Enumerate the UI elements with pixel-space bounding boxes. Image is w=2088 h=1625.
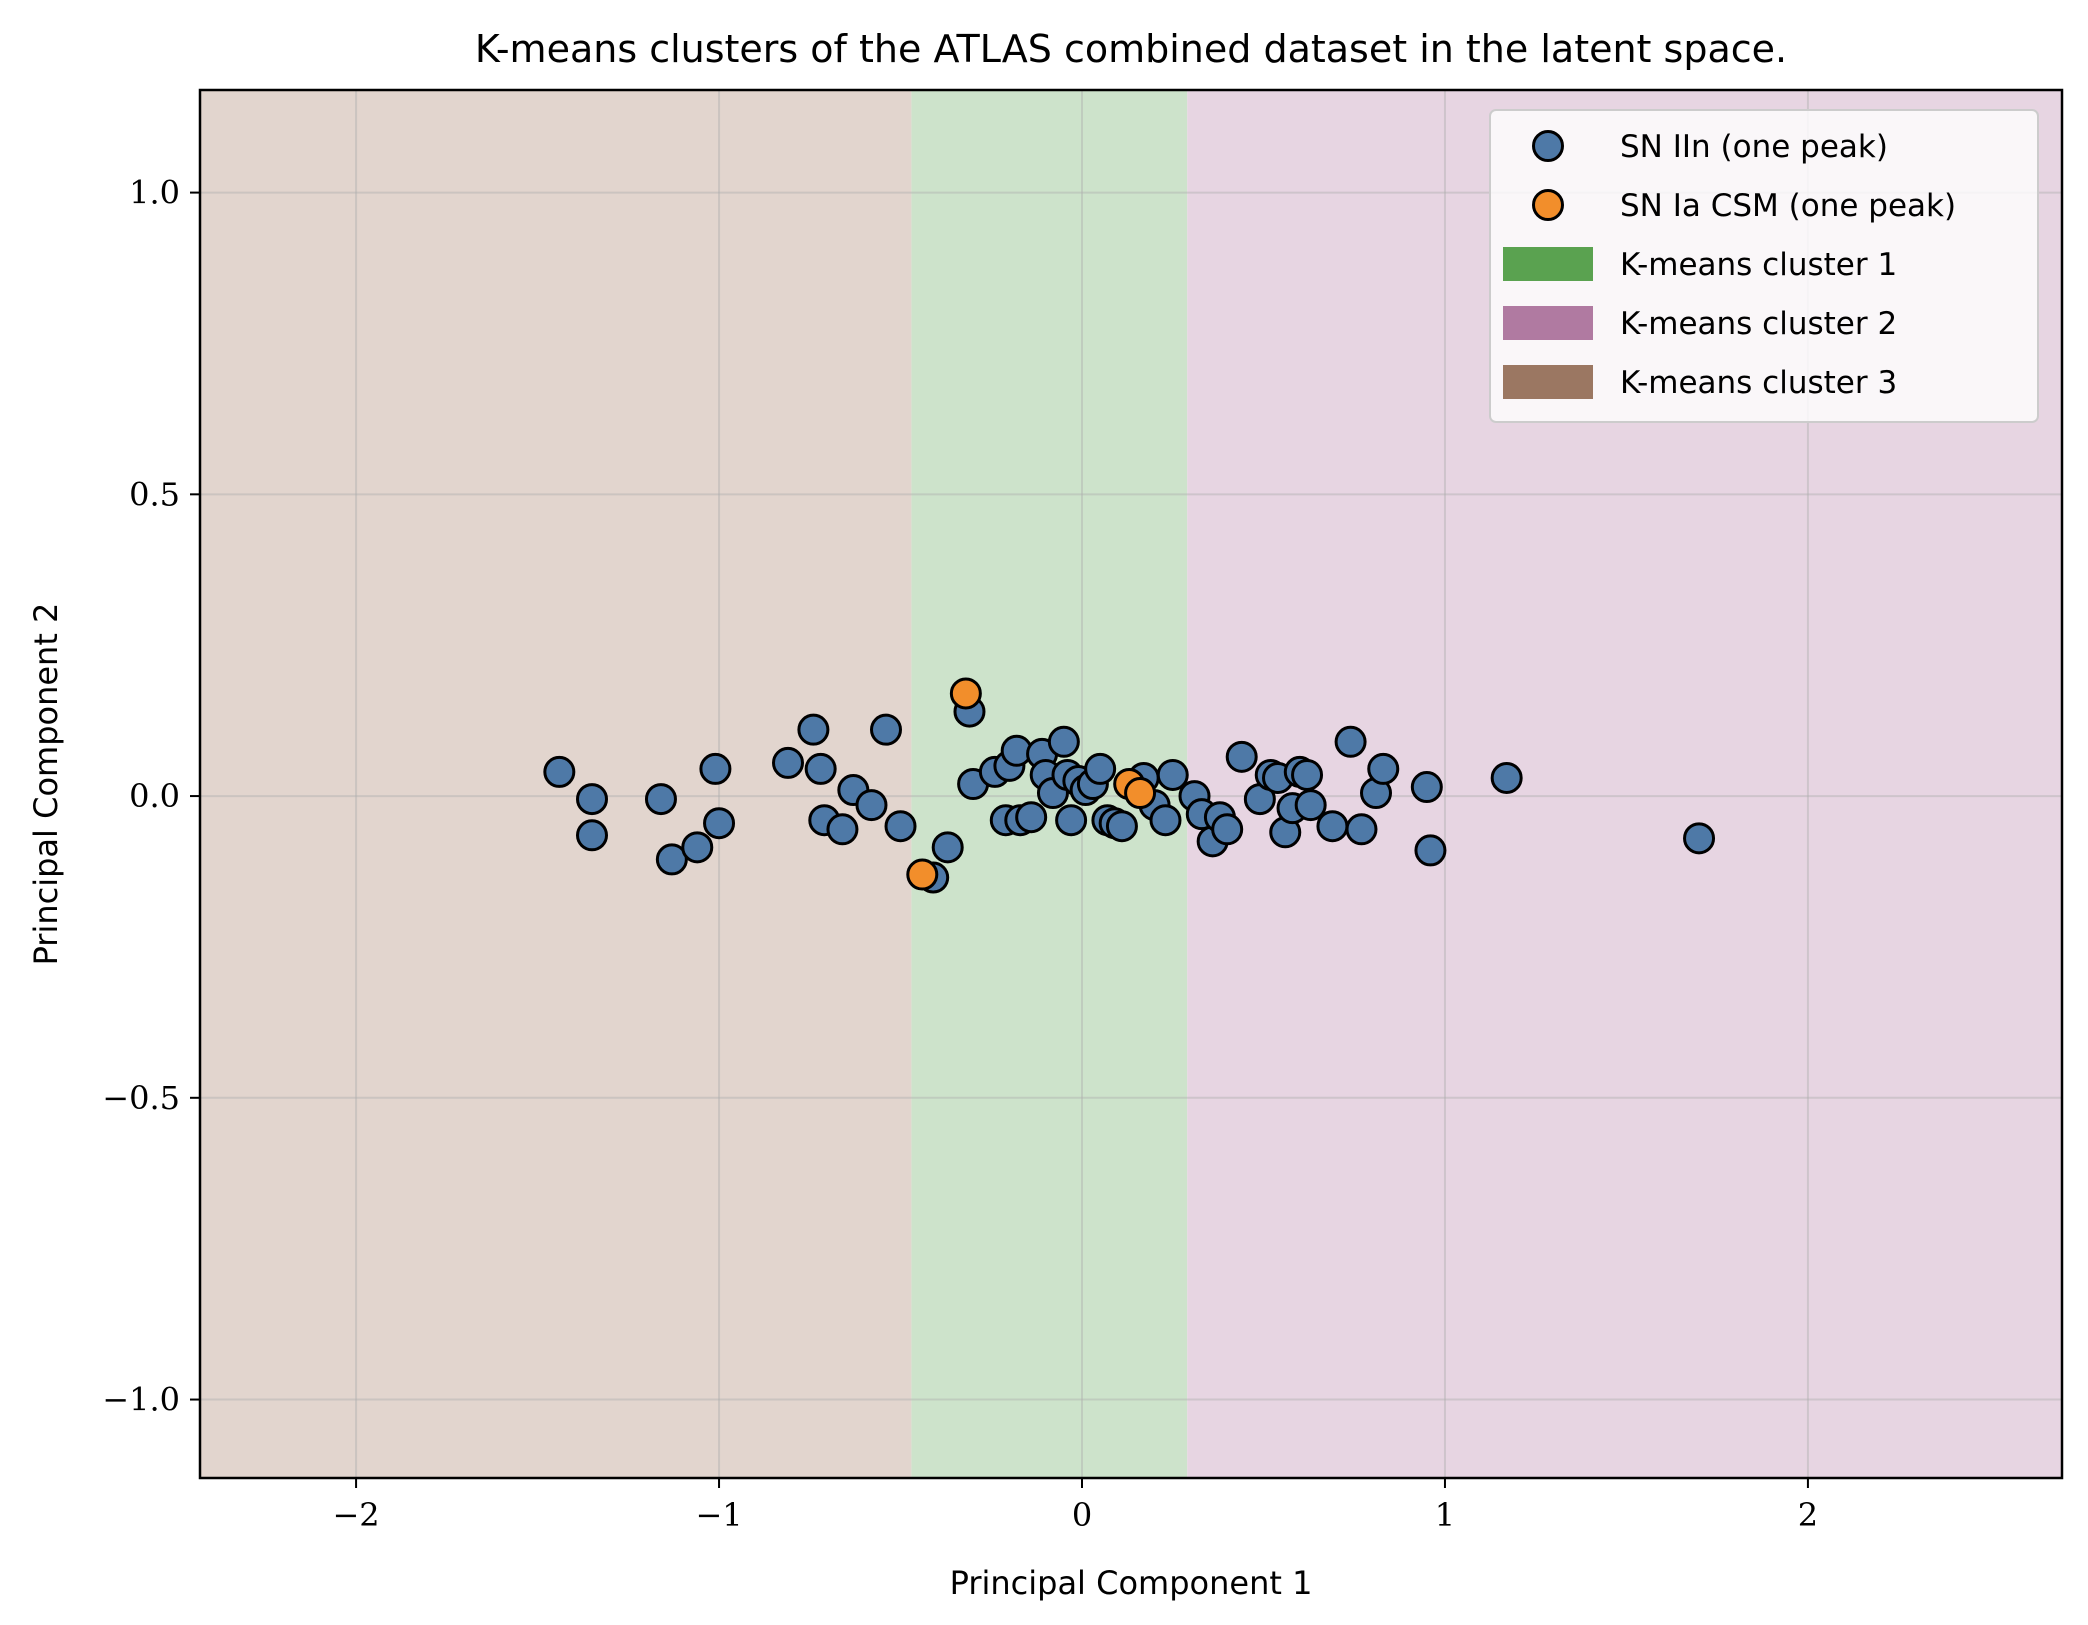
x-tick-label: 0 xyxy=(1072,1496,1092,1534)
legend-label: SN IIn (one peak) xyxy=(1620,129,1888,165)
point-sn-iin xyxy=(797,713,830,746)
legend-label: K-means cluster 2 xyxy=(1620,306,1897,342)
point-sn-iin xyxy=(1211,813,1244,846)
point-sn-iin xyxy=(1015,801,1048,834)
point-sn-ia-csm xyxy=(1124,777,1157,810)
x-tick-label: −1 xyxy=(695,1496,742,1534)
legend-label: SN Ia CSM (one peak) xyxy=(1620,188,1956,224)
legend-label: K-means cluster 1 xyxy=(1620,247,1897,283)
x-tick-label: −2 xyxy=(332,1496,379,1534)
x-axis-ticks: −2 −1 0 1 2 xyxy=(332,1478,1818,1534)
y-axis-label: Principal Component 2 xyxy=(27,603,65,966)
y-tick-label: −0.5 xyxy=(102,1079,180,1117)
x-axis-label: Principal Component 1 xyxy=(950,1564,1313,1602)
point-sn-iin xyxy=(1105,810,1138,843)
y-tick-label: 0.0 xyxy=(129,777,180,815)
legend-marker xyxy=(1532,130,1564,162)
point-sn-iin xyxy=(826,813,859,846)
point-sn-iin xyxy=(804,752,837,785)
plot-frame xyxy=(198,88,2064,1480)
x-tick-label: 2 xyxy=(1798,1496,1818,1534)
point-sn-iin xyxy=(1084,752,1117,785)
point-sn-iin xyxy=(884,810,917,843)
legend-box xyxy=(1489,109,2039,423)
point-sn-iin xyxy=(870,713,902,746)
data-points xyxy=(543,677,1716,894)
chart-title: K-means clusters of the ATLAS combined d… xyxy=(475,27,1787,71)
point-sn-ia-csm xyxy=(949,677,982,710)
point-sn-iin xyxy=(1345,813,1378,846)
legend: SN IIn (one peak) SN Ia CSM (one peak) K-m… xyxy=(1489,109,2039,423)
point-sn-iin xyxy=(1410,771,1443,804)
point-sn-iin xyxy=(576,819,608,852)
point-sn-iin xyxy=(1683,822,1716,855)
point-sn-iin xyxy=(772,746,804,779)
y-axis-ticks: −1.0 −0.5 0.0 0.5 1.0 xyxy=(102,174,200,1419)
point-sn-iin xyxy=(681,831,714,864)
point-sn-iin xyxy=(1225,740,1258,773)
y-tick-label: 0.5 xyxy=(129,475,180,513)
point-sn-iin xyxy=(1149,804,1182,837)
point-sn-iin xyxy=(703,807,736,840)
point-sn-ia-csm xyxy=(906,858,939,891)
legend-marker xyxy=(1532,189,1564,221)
point-sn-iin xyxy=(1367,752,1400,785)
point-sn-iin xyxy=(855,789,888,822)
point-sn-iin xyxy=(644,783,677,816)
point-sn-iin xyxy=(1291,758,1324,791)
point-sn-iin xyxy=(1316,810,1349,843)
point-sn-iin xyxy=(931,831,964,864)
y-tick-label: −1.0 xyxy=(102,1381,180,1419)
point-sn-iin xyxy=(699,752,732,785)
point-sn-iin xyxy=(543,755,576,788)
point-sn-iin xyxy=(1156,758,1189,791)
point-sn-iin xyxy=(1047,725,1080,758)
y-tick-label: 1.0 xyxy=(129,174,180,212)
legend-swatch xyxy=(1503,247,1593,281)
legend-label: K-means cluster 3 xyxy=(1620,365,1897,401)
point-sn-iin xyxy=(1294,789,1327,822)
point-sn-iin xyxy=(1055,804,1088,837)
point-sn-iin xyxy=(1414,834,1447,867)
point-sn-iin xyxy=(1334,725,1367,758)
point-sn-iin xyxy=(1490,761,1523,794)
point-sn-iin xyxy=(655,843,688,876)
legend-swatch xyxy=(1503,365,1593,399)
point-sn-iin xyxy=(576,783,608,816)
legend-swatch xyxy=(1503,306,1593,340)
x-tick-label: 1 xyxy=(1435,1496,1455,1534)
